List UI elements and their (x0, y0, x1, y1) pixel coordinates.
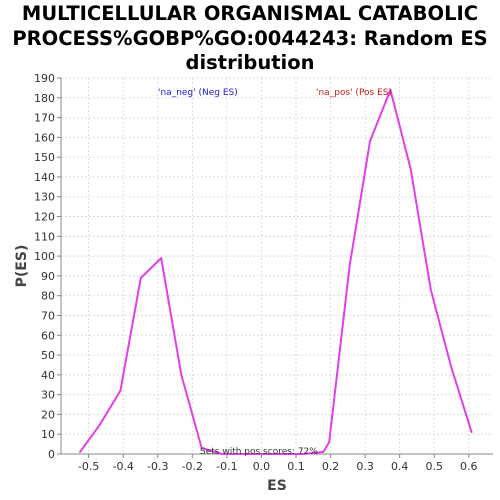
data-point (221, 453, 223, 455)
x-tick-label: -0.3 (147, 460, 168, 473)
y-axis-ticks: 0 10 20 30 40 50 60 70 80 90 100 110 120 130 140 150 160… (34, 72, 61, 461)
data-point (241, 453, 243, 455)
data-point (470, 431, 473, 434)
y-tick-label: 150 (34, 151, 55, 164)
data-point (79, 451, 81, 453)
y-tick-label: 90 (41, 270, 55, 283)
y-tick-label: 130 (34, 191, 55, 204)
x-tick-label: 0.6 (460, 460, 478, 473)
y-tick-label: 170 (34, 112, 55, 125)
data-point (348, 265, 351, 267)
pos-es-annotation: 'na_pos' (Pos ES) (316, 88, 392, 98)
y-tick-label: 180 (34, 92, 55, 105)
data-point (429, 288, 432, 291)
x-tick-label: -0.5 (78, 460, 99, 473)
x-tick-label: 0.0 (253, 460, 271, 473)
data-point (139, 276, 142, 279)
x-tick-label: 0.2 (322, 460, 340, 473)
y-tick-label: 10 (41, 428, 55, 441)
y-tick-label: 50 (41, 349, 55, 362)
data-point (450, 366, 453, 368)
y-tick-label: 120 (34, 211, 55, 224)
data-point (99, 423, 101, 426)
chart-title-line-2: PROCESS%GOBP%GO:0044243: Random ES (12, 26, 488, 50)
y-tick-label: 20 (41, 408, 55, 421)
data-point (180, 373, 183, 376)
data-point (409, 168, 412, 170)
y-tick-label: 60 (41, 329, 55, 342)
data-point (369, 140, 371, 143)
neg-es-annotation: 'na_neg' (Neg ES) (158, 88, 238, 98)
data-point (261, 453, 264, 455)
x-tick-label: 0.3 (356, 460, 374, 473)
series-group (79, 88, 473, 455)
data-point (322, 451, 325, 453)
x-tick-label: 0.4 (391, 460, 409, 473)
data-point (281, 453, 284, 455)
y-tick-label: 40 (41, 369, 55, 382)
y-tick-label: 160 (34, 131, 55, 144)
chart-title-line-1: MULTICELLULAR ORGANISMAL CATABOLIC (21, 2, 479, 25)
y-tick-label: 110 (34, 230, 55, 243)
y-axis-title: P(ES) (14, 245, 30, 288)
y-tick-label: 80 (41, 290, 55, 303)
data-point (119, 389, 122, 392)
data-point (302, 453, 304, 455)
data-point (160, 257, 163, 259)
x-tick-label: -0.4 (112, 460, 133, 473)
y-tick-label: 70 (41, 309, 55, 322)
y-tick-label: 30 (41, 389, 55, 402)
x-tick-label: -0.1 (216, 460, 237, 473)
x-tick-label: 0.1 (287, 460, 305, 473)
plot-area (61, 78, 493, 454)
data-point (328, 441, 331, 444)
sets-pos-annotation: Sets with pos scores: 72% (200, 447, 318, 457)
x-tick-label: -0.2 (182, 460, 203, 473)
chart-title: MULTICELLULAR ORGANISMAL CATABOLIC PROCE… (0, 2, 500, 76)
x-axis-title: ES (267, 478, 287, 494)
y-tick-label: 0 (48, 448, 55, 461)
data-point (200, 447, 203, 449)
x-axis-ticks: -0.5 -0.4 -0.3 -0.2 -0.1 0.0 0.1 0.2 0.3 0.4 0.5 0.… (78, 454, 478, 473)
y-tick-label: 140 (34, 171, 55, 184)
x-tick-label: 0.5 (425, 460, 443, 473)
chart-title-line-3: distribution (185, 51, 315, 74)
y-tick-label: 190 (34, 72, 55, 85)
data-point (389, 88, 392, 91)
y-tick-label: 100 (34, 250, 55, 263)
